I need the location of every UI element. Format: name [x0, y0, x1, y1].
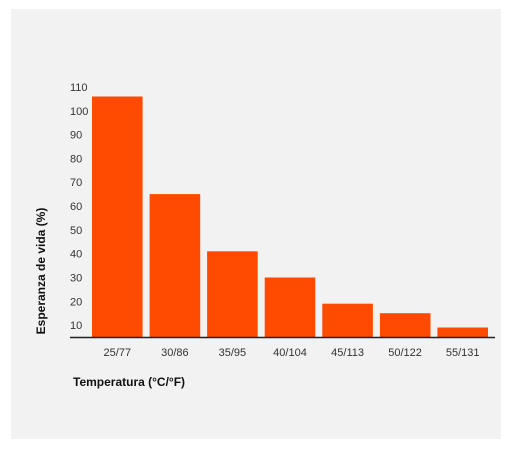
- bar: [437, 327, 488, 337]
- y-tick-label: 60: [70, 201, 82, 213]
- y-tick-label: 100: [70, 106, 88, 118]
- bar: [92, 96, 143, 337]
- x-tick-label: 30/86: [161, 347, 189, 359]
- bars: [92, 96, 488, 337]
- y-tick-label: 20: [70, 296, 82, 308]
- x-tick-label: 35/95: [219, 347, 247, 359]
- y-axis-title: Esperanza de vida (%): [34, 208, 48, 335]
- x-tick-label: 55/131: [446, 347, 480, 359]
- y-tick-label: 50: [70, 225, 82, 237]
- y-tick-label: 110: [70, 82, 88, 94]
- bar: [149, 194, 201, 337]
- y-tick-label: 90: [70, 130, 82, 142]
- bar: [379, 313, 431, 337]
- y-tick-label: 80: [70, 153, 82, 165]
- y-tick-label: 70: [70, 177, 82, 189]
- x-tick-label: 25/77: [104, 347, 132, 359]
- x-axis-title: Temperatura (°C/°F): [73, 375, 185, 389]
- x-tick-label: 40/104: [273, 347, 307, 359]
- chart-card: 10 20 30 40 50 60 70 80 90 100 110 25/77 30/86 35/95…: [11, 9, 501, 439]
- bar: [264, 277, 316, 337]
- x-tick-label: 50/122: [388, 347, 422, 359]
- y-axis-ticks: 10 20 30 40 50 60 70 80 90 100 110: [70, 82, 88, 332]
- bar-chart: 10 20 30 40 50 60 70 80 90 100 110 25/77 30/86 35/95…: [34, 82, 495, 389]
- x-tick-label: 45/113: [331, 347, 364, 359]
- bar: [322, 303, 373, 337]
- y-tick-label: 40: [70, 249, 82, 261]
- x-axis-ticks: 25/77 30/86 35/95 40/104 45/113 50/122 55/131: [104, 347, 480, 359]
- bar: [207, 251, 258, 337]
- y-tick-label: 10: [70, 320, 82, 332]
- y-tick-label: 30: [70, 272, 82, 284]
